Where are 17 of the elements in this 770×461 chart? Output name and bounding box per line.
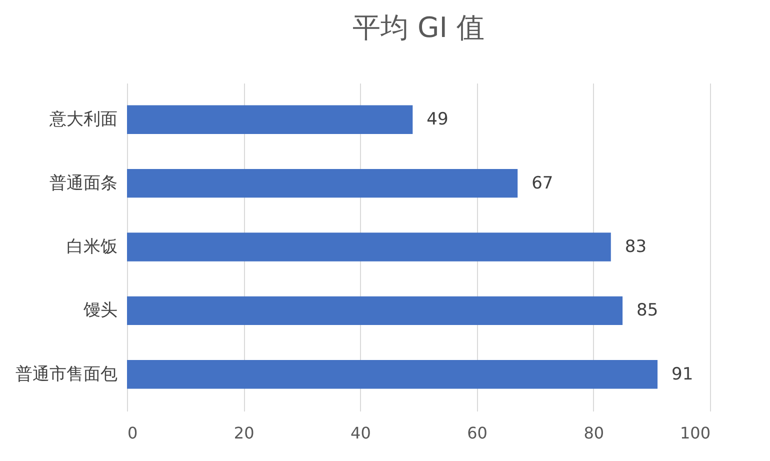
data-label: 49 (426, 110, 448, 130)
data-label: 85 (636, 300, 658, 321)
y-tick-label: 白米饭 (66, 237, 118, 257)
y-tick-label: 普通市售面包 (16, 364, 118, 384)
data-label: 91 (672, 364, 694, 384)
x-tick-label: 20 (234, 424, 254, 442)
x-tick-label: 80 (584, 424, 604, 442)
y-tick-label: 意大利面 (48, 110, 118, 130)
x-tick-label: 60 (467, 424, 488, 442)
x-tick-label: 0 (128, 424, 138, 442)
x-tick-label: 40 (350, 424, 371, 442)
data-label: 67 (532, 173, 554, 194)
data-label: 83 (624, 237, 647, 257)
y-tick-label: 普通面条 (50, 173, 118, 194)
x-tick-label: 100 (680, 424, 710, 442)
y-tick-label: 馒头 (82, 300, 118, 321)
chart-title: 平均 GI 值 (352, 11, 484, 44)
